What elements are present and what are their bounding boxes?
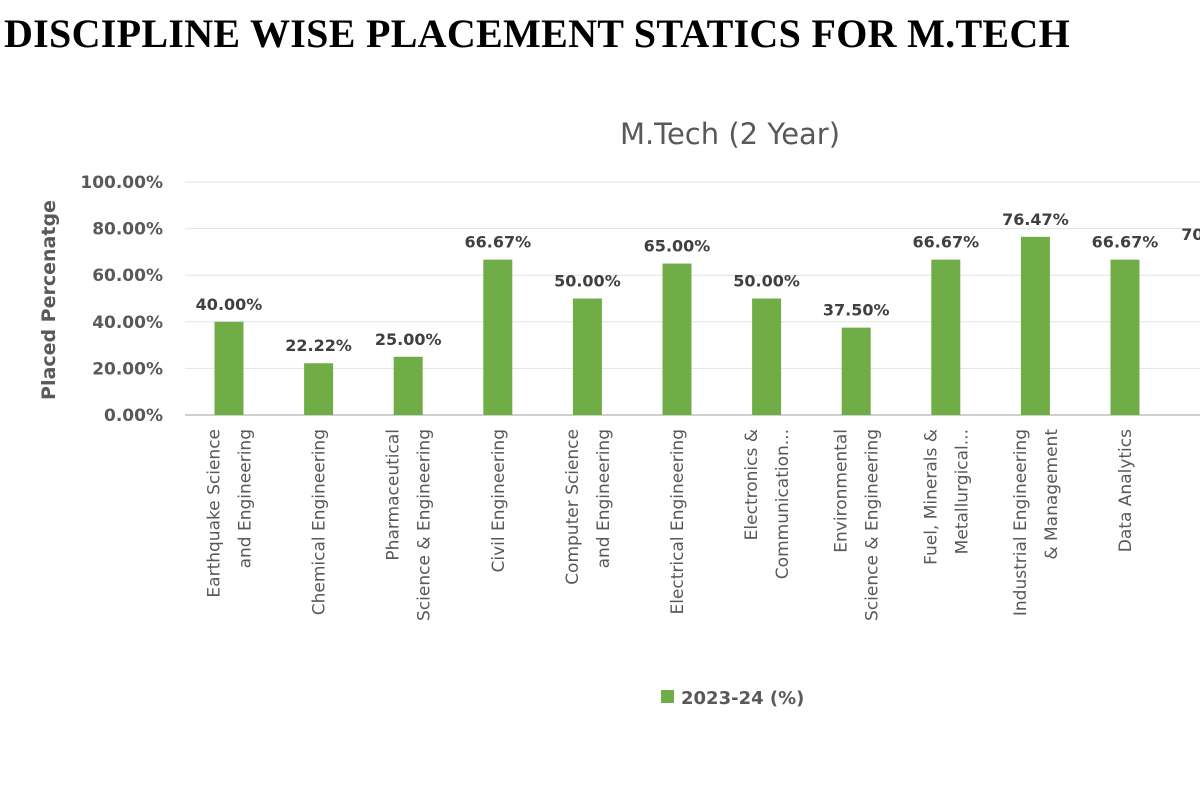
x-tick-label: Chemical Engineering [310,429,330,615]
x-tick-label: Data Analytics [1116,429,1136,552]
data-label: 37.50% [823,301,890,320]
y-tick-label: 20.00% [92,359,163,379]
bar [662,263,692,415]
x-tick-label: Pharmaceutical [384,429,404,561]
data-label: 65.00% [644,237,711,256]
data-label: 66.67% [464,233,531,252]
bar [572,298,602,415]
x-category-label: Electronics & Communication... [742,429,793,579]
y-tick-label: 100.00% [80,173,163,193]
bar [1110,259,1140,415]
y-tick-label: 80.00% [92,220,163,240]
x-category-label: Data Analytics [1116,429,1136,552]
data-label: 70.00% [1181,225,1200,244]
data-label: 50.00% [554,272,621,291]
y-tick-label: 40.00% [92,313,163,333]
x-tick-label: Electronics & [742,429,762,540]
data-label: 76.47% [1002,210,1069,229]
chart-title: M.Tech (2 Year) [620,117,840,151]
bar [752,298,782,415]
y-tick-label: 60.00% [92,266,163,286]
x-tick-label: Computer Science [563,429,583,585]
y-axis-label: Placed Percenatge [38,200,60,400]
bar [393,356,423,415]
x-category-label: Pharmaceutical Science & Engineering [384,429,435,621]
x-tick-label: and Engineering [236,429,256,568]
data-label: 40.00% [196,295,263,314]
data-label: 22.22% [285,336,352,355]
bar [841,327,871,415]
x-tick-label: Metallurgical... [952,429,972,554]
data-label: 25.00% [375,330,442,349]
data-label: 50.00% [733,272,800,291]
x-tick-label: Science & Engineering [415,429,435,621]
x-tick-label: Electrical Engineering [668,429,688,615]
x-tick-label: Industrial Engineering [1011,429,1031,616]
x-tick-label: Fuel, Minerals & [921,429,941,565]
legend: 2023-24 (%) [661,688,804,709]
x-tick-label: Civil Engineering [489,429,509,573]
x-tick-label: Science & Engineering [863,429,883,621]
x-category-label: Earthquake Science and Engineering [205,429,256,598]
bar [304,363,334,415]
x-category-label: Civil Engineering [489,429,509,573]
legend-swatch [661,690,674,703]
data-label: 66.67% [1092,233,1159,252]
x-category-label: Electrical Engineering [668,429,688,615]
data-label: 66.67% [912,233,979,252]
x-category-label: Environmental Science & Engineering [832,429,883,621]
x-tick-label: Communication... [773,429,793,579]
bar [1020,236,1050,415]
x-tick-label: Earthquake Science [205,429,225,598]
bar [483,259,513,415]
bar [214,321,244,415]
legend-label: 2023-24 (%) [681,688,804,709]
page-title: DISCIPLINE WISE PLACEMENT STATICS FOR M.… [4,11,1071,56]
x-tick-label: and Engineering [594,429,614,568]
x-category-label: Computer Science and Engineering [563,429,614,585]
x-tick-label: & Management [1042,429,1062,560]
bar [931,259,961,415]
x-category-label: Fuel, Minerals & Metallurgical... [921,429,972,565]
x-category-label: Chemical Engineering [310,429,330,615]
x-tick-label: Environmental [832,429,852,553]
x-category-label: Industrial Engineering & Management [1011,429,1062,616]
y-tick-label: 0.00% [104,406,163,426]
